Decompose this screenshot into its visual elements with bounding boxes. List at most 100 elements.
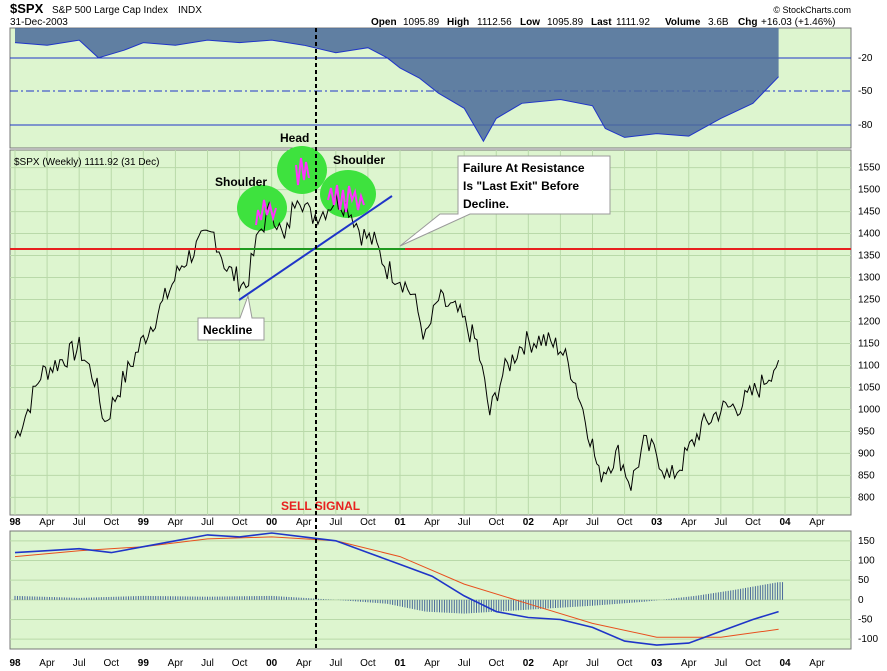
price-xtick-1: Apr	[39, 517, 55, 528]
price-xtick-25: Apr	[809, 517, 825, 528]
macd-xtick-5: Apr	[168, 658, 184, 669]
price-xtick-20: 03	[651, 517, 663, 528]
volume-value: 3.6B	[708, 17, 729, 28]
price-xtick-14: Jul	[458, 517, 471, 528]
left-shoulder-bars	[255, 199, 277, 226]
macd-xtick-6: Jul	[201, 658, 214, 669]
last-value: 1111.92	[616, 17, 650, 28]
macd-xtick-11: Oct	[360, 658, 376, 669]
index-name: S&P 500 Large Cap Index	[52, 5, 168, 16]
failure-label-1: Failure At Resistance	[463, 161, 585, 175]
failure-label-3: Decline.	[463, 197, 509, 211]
high-value: 1112.56	[477, 17, 512, 28]
main-panel-bg	[9, 149, 852, 516]
price-xtick-22: Jul	[714, 517, 727, 528]
macd-xtick-21: Apr	[681, 658, 697, 669]
top-tick-neg20: -20	[858, 53, 873, 64]
macd-xtick-1: Apr	[39, 658, 55, 669]
top-tick-neg50: -50	[858, 86, 873, 97]
macd-xtick-20: 03	[651, 658, 663, 669]
macd-xtick-4: 99	[138, 658, 150, 669]
top-indicator-fill	[15, 28, 779, 142]
neckline-callout-box	[197, 294, 265, 341]
macd-tick-0: 0	[858, 595, 864, 606]
price-xtick-6: Jul	[201, 517, 214, 528]
price-tick-800: 800	[858, 492, 875, 503]
chg-label: Chg	[738, 17, 757, 28]
price-tick-1100: 1100	[858, 360, 880, 371]
low-value: 1095.89	[547, 17, 584, 28]
price-bars	[14, 191, 780, 491]
header: $SPX S&P 500 Large Cap Index INDX 31-Dec…	[10, 1, 851, 28]
head-bars	[295, 157, 310, 186]
top-tick-neg80: -80	[858, 120, 873, 131]
macd-xtick-9: Apr	[296, 658, 312, 669]
price-xtick-17: Apr	[553, 517, 569, 528]
price-tick-1550: 1550	[858, 163, 881, 174]
macd-xtick-13: Apr	[424, 658, 440, 669]
bottom-macd-panel: 150 100 50 0 -50 -100 98 Apr Jul Oct 99 Apr Jul Oct 0…	[9, 530, 878, 669]
price-legend: $SPX (Weekly) 1111.92 (31 Dec)	[14, 157, 159, 168]
price-xtick-0: 98	[9, 517, 21, 528]
price-xtick-2: Jul	[73, 517, 86, 528]
macd-xtick-12: 01	[394, 658, 406, 669]
price-tick-1450: 1450	[858, 207, 881, 218]
main-price-panel: $SPX (Weekly) 1111.92 (31 Dec) 800 850 900…	[9, 131, 880, 528]
price-xtick-9: Apr	[296, 517, 312, 528]
macd-xtick-15: Oct	[488, 658, 504, 669]
price-xtick-19: Oct	[617, 517, 633, 528]
low-label: Low	[520, 17, 540, 28]
bottom-gridlines	[10, 540, 851, 640]
macd-x-ticks: 98 Apr Jul Oct 99 Apr Jul Oct 00 Apr Jul Oct 01 Apr Ju…	[9, 658, 825, 669]
price-tick-850: 850	[858, 470, 875, 481]
right-shoulder-label: Shoulder	[333, 153, 385, 167]
volume-label: Volume	[665, 17, 701, 28]
price-xtick-5: Apr	[168, 517, 184, 528]
failure-label-2: Is "Last Exit" Before	[463, 179, 579, 193]
open-value: 1095.89	[403, 17, 440, 28]
macd-xtick-17: Apr	[553, 658, 569, 669]
watermark: © StockCharts.com	[773, 5, 851, 15]
macd-xtick-18: Jul	[586, 658, 599, 669]
macd-xtick-2: Jul	[73, 658, 86, 669]
macd-histogram	[14, 582, 784, 614]
price-tick-950: 950	[858, 426, 875, 437]
macd-xtick-23: Oct	[745, 658, 761, 669]
price-tick-1500: 1500	[858, 185, 881, 196]
bottom-panel-bg	[9, 530, 852, 650]
macd-tick-150: 150	[858, 536, 875, 547]
exchange: INDX	[178, 5, 202, 16]
price-xtick-7: Oct	[232, 517, 248, 528]
price-xtick-10: Jul	[329, 517, 342, 528]
price-y-ticks: 800 850 900 950 1000 1050 1100 1150 1200 1250 1300…	[858, 163, 881, 504]
price-tick-1300: 1300	[858, 273, 881, 284]
top-indicator-line	[14, 39, 779, 143]
head-label: Head	[280, 131, 309, 145]
price-xtick-13: Apr	[424, 517, 440, 528]
macd-line	[14, 532, 779, 646]
top-indicator-panel: -20 -50 -80	[9, 27, 873, 149]
price-xtick-18: Jul	[586, 517, 599, 528]
price-xtick-23: Oct	[745, 517, 761, 528]
price-xtick-21: Apr	[681, 517, 697, 528]
macd-xtick-19: Oct	[617, 658, 633, 669]
price-xtick-8: 00	[266, 517, 278, 528]
macd-xtick-3: Oct	[103, 658, 119, 669]
macd-xtick-22: Jul	[714, 658, 727, 669]
macd-xtick-16: 02	[523, 658, 535, 669]
macd-y-ticks: 150 100 50 0 -50 -100	[858, 536, 878, 645]
macd-xtick-14: Jul	[458, 658, 471, 669]
last-label: Last	[591, 17, 612, 28]
macd-tick-50: 50	[858, 575, 870, 586]
macd-tick--50: -50	[858, 615, 873, 626]
macd-tick-100: 100	[858, 556, 875, 567]
high-label: High	[447, 17, 469, 28]
price-tick-1250: 1250	[858, 295, 881, 306]
price-tick-1400: 1400	[858, 229, 881, 240]
macd-xtick-25: Apr	[809, 658, 825, 669]
price-tick-1150: 1150	[858, 338, 880, 349]
macd-xtick-10: Jul	[329, 658, 342, 669]
price-xtick-3: Oct	[103, 517, 119, 528]
price-xtick-4: 99	[138, 517, 150, 528]
